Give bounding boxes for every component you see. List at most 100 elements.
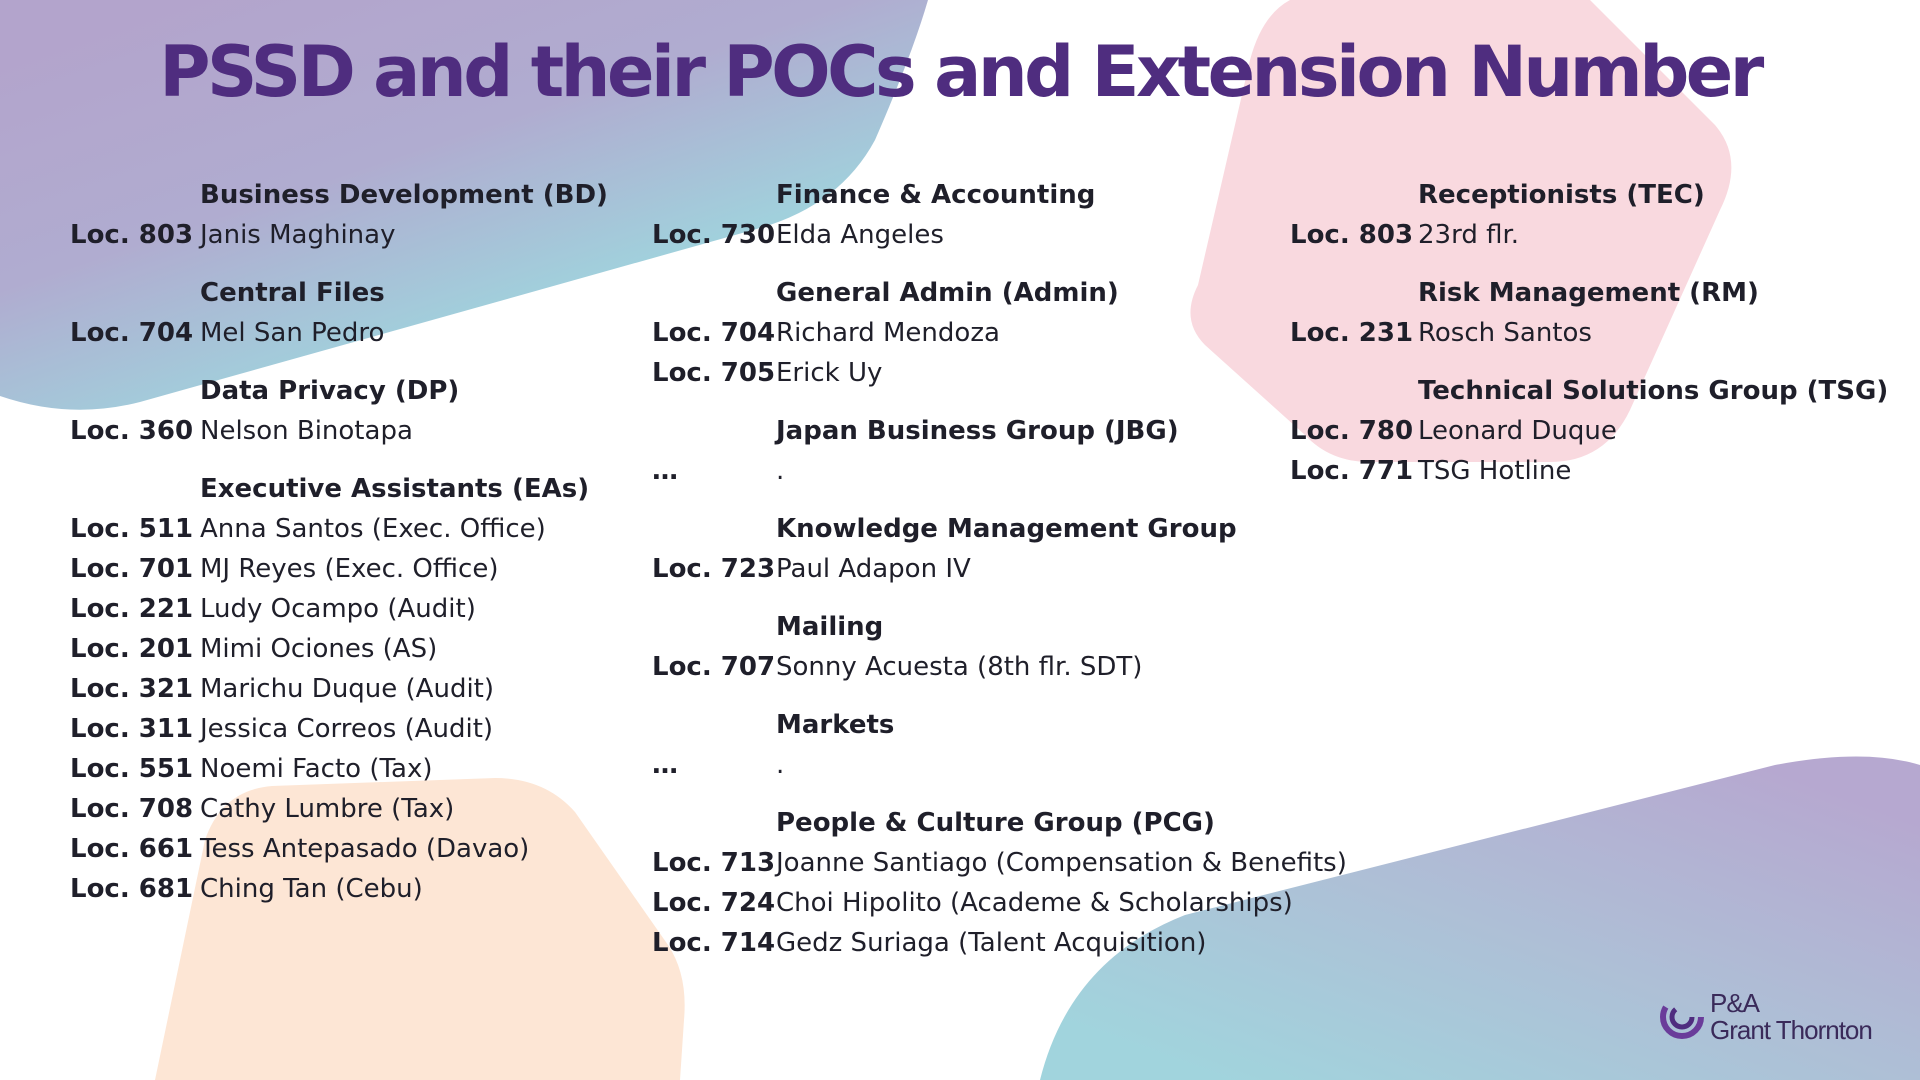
purple-teal-blob-top-left bbox=[0, 0, 928, 410]
section-heading: Japan Business Group (JBG) bbox=[776, 416, 1179, 446]
extension-number: Loc. 311 bbox=[70, 714, 194, 744]
extension-number: Loc. 701 bbox=[70, 554, 194, 584]
section-receptionists: Receptionists (TEC) Loc. 803 23rd flr. bbox=[1290, 175, 1888, 255]
section-heading: Mailing bbox=[776, 612, 884, 642]
section-heading: Technical Solutions Group (TSG) bbox=[1418, 376, 1889, 406]
contact-row: Loc. 723 Paul Adapon IV bbox=[652, 549, 1347, 589]
contact-row: Loc. 724 Choi Hipolito (Academe & Scholar… bbox=[652, 883, 1347, 923]
extension-number: Loc. 730 bbox=[652, 220, 776, 250]
contact-row: …. bbox=[652, 745, 1347, 785]
contact-row: Loc. 714 Gedz Suriaga (Talent Acquisition… bbox=[652, 923, 1347, 963]
grant-thornton-logo: P&A Grant Thornton bbox=[1660, 988, 1873, 1045]
extension-number: Loc. 551 bbox=[70, 754, 194, 784]
contact-name: Janis Maghinay bbox=[200, 220, 396, 250]
section-heading: Business Development (BD) bbox=[200, 180, 608, 210]
section-technical-solutions-group: Technical Solutions Group (TSG) Loc. 780… bbox=[1290, 371, 1888, 491]
contact-name: Gedz Suriaga (Talent Acquisition) bbox=[776, 928, 1207, 958]
section-heading: Data Privacy (DP) bbox=[200, 376, 460, 406]
contact-row: Loc. 713 Joanne Santiago (Compensation & … bbox=[652, 843, 1347, 883]
section-heading: People & Culture Group (PCG) bbox=[776, 808, 1215, 838]
contact-name: Mimi Ociones (AS) bbox=[200, 634, 438, 664]
logo-line-1: P&A bbox=[1710, 988, 1760, 1018]
contact-name: Sonny Acuesta (8th flr. SDT) bbox=[776, 652, 1143, 682]
contact-row: Loc. 321 Marichu Duque (Audit) bbox=[70, 669, 608, 709]
contact-name: Elda Angeles bbox=[776, 220, 944, 250]
extension-number: Loc. 803 bbox=[70, 220, 194, 250]
section-people-culture-group: People & Culture Group (PCG) Loc. 713 Joa… bbox=[652, 803, 1347, 963]
section-heading: Finance & Accounting bbox=[776, 180, 1096, 210]
extension-number: Loc. 704 bbox=[70, 318, 194, 348]
contact-name: Choi Hipolito (Academe & Scholarships) bbox=[776, 888, 1293, 918]
section-markets: Markets …. bbox=[652, 705, 1347, 785]
extension-number: … bbox=[652, 456, 678, 486]
contact-row: Loc. 201 Mimi Ociones (AS) bbox=[70, 629, 608, 669]
contact-row: Loc. 360 Nelson Binotapa bbox=[70, 411, 608, 451]
contact-name: 23rd flr. bbox=[1418, 220, 1520, 250]
contact-name: Jessica Correos (Audit) bbox=[200, 714, 494, 744]
contact-row: Loc. 551 Noemi Facto (Tax) bbox=[70, 749, 608, 789]
contact-name: Mel San Pedro bbox=[200, 318, 385, 348]
section-finance-accounting: Finance & Accounting Loc. 730 Elda Angele… bbox=[652, 175, 1347, 255]
contact-row: Loc. 771 TSG Hotline bbox=[1290, 451, 1888, 491]
contact-row: Loc. 803 23rd flr. bbox=[1290, 215, 1888, 255]
contact-row: Loc. 221 Ludy Ocampo (Audit) bbox=[70, 589, 608, 629]
section-central-files: Central Files Loc. 704 Mel San Pedro bbox=[70, 273, 608, 353]
section-heading: Markets bbox=[776, 710, 895, 740]
contact-row: Loc. 708 Cathy Lumbre (Tax) bbox=[70, 789, 608, 829]
section-japan-business-group: Japan Business Group (JBG) …. bbox=[652, 411, 1347, 491]
section-mailing: Mailing Loc. 707 Sonny Acuesta (8th flr. … bbox=[652, 607, 1347, 687]
contact-name: Cathy Lumbre (Tax) bbox=[200, 794, 455, 824]
extension-number: Loc. 511 bbox=[70, 514, 194, 544]
contact-row: Loc. 511 Anna Santos (Exec. Office) bbox=[70, 509, 608, 549]
peach-blob bbox=[155, 778, 685, 1080]
section-heading: Knowledge Management Group bbox=[776, 514, 1237, 544]
contact-name: Tess Antepasado (Davao) bbox=[200, 834, 530, 864]
contact-name: Ching Tan (Cebu) bbox=[200, 874, 423, 904]
section-heading: Executive Assistants (EAs) bbox=[200, 474, 590, 504]
contact-row: Loc. 661 Tess Antepasado (Davao) bbox=[70, 829, 608, 869]
column-3: Receptionists (TEC) Loc. 803 23rd flr. Ri… bbox=[1290, 175, 1888, 509]
extension-number: Loc. 780 bbox=[1290, 416, 1414, 446]
contact-name: MJ Reyes (Exec. Office) bbox=[200, 554, 499, 584]
contact-name: Ludy Ocampo (Audit) bbox=[200, 594, 476, 624]
extension-number: Loc. 360 bbox=[70, 416, 194, 446]
page-title: PSSD and their POCs and Extension Number bbox=[159, 31, 1764, 113]
contact-row: Loc. 311 Jessica Correos (Audit) bbox=[70, 709, 608, 749]
grant-thornton-swirl-icon bbox=[1660, 995, 1704, 1039]
contact-row: Loc. 701 MJ Reyes (Exec. Office) bbox=[70, 549, 608, 589]
contact-row: Loc. 730 Elda Angeles bbox=[652, 215, 1347, 255]
extension-number: Loc. 201 bbox=[70, 634, 194, 664]
section-heading: Receptionists (TEC) bbox=[1418, 180, 1705, 210]
contact-row: …. bbox=[652, 451, 1347, 491]
extension-number: Loc. 321 bbox=[70, 674, 194, 704]
contact-name: Erick Uy bbox=[776, 358, 883, 388]
column-1: Business Development (BD) Loc. 803 Janis … bbox=[70, 175, 608, 927]
contact-name: . bbox=[776, 456, 785, 486]
contact-name: Rosch Santos bbox=[1418, 318, 1592, 348]
contact-row: Loc. 705 Erick Uy bbox=[652, 353, 1347, 393]
contact-name: Paul Adapon IV bbox=[776, 554, 971, 584]
pink-blob bbox=[1190, 0, 1732, 462]
extension-number: Loc. 221 bbox=[70, 594, 194, 624]
contact-name: Marichu Duque (Audit) bbox=[200, 674, 495, 704]
section-heading: Central Files bbox=[200, 278, 385, 308]
section-business-development: Business Development (BD) Loc. 803 Janis … bbox=[70, 175, 608, 255]
section-general-admin: General Admin (Admin) Loc. 704 Richard Me… bbox=[652, 273, 1347, 393]
extension-number: Loc. 713 bbox=[652, 848, 776, 878]
contact-row: Loc. 803 Janis Maghinay bbox=[70, 215, 608, 255]
contact-row: Loc. 780 Leonard Duque bbox=[1290, 411, 1888, 451]
contact-row: Loc. 704 Mel San Pedro bbox=[70, 313, 608, 353]
extension-number: Loc. 661 bbox=[70, 834, 194, 864]
contact-name: Leonard Duque bbox=[1418, 416, 1617, 446]
contact-row: Loc. 704 Richard Mendoza bbox=[652, 313, 1347, 353]
section-executive-assistants: Executive Assistants (EAs) Loc. 511 Anna … bbox=[70, 469, 608, 909]
section-knowledge-management-group: Knowledge Management Group Loc. 723 Paul … bbox=[652, 509, 1347, 589]
purple-teal-blob-bottom-right bbox=[1040, 756, 1920, 1080]
section-data-privacy: Data Privacy (DP) Loc. 360 Nelson Binotap… bbox=[70, 371, 608, 451]
extension-number: Loc. 704 bbox=[652, 318, 776, 348]
logo-line-2: Grant Thornton bbox=[1710, 1015, 1873, 1045]
contact-row: Loc. 681 Ching Tan (Cebu) bbox=[70, 869, 608, 909]
logo-wordmark: P&A Grant Thornton bbox=[1710, 988, 1873, 1045]
contact-name: Nelson Binotapa bbox=[200, 416, 413, 446]
